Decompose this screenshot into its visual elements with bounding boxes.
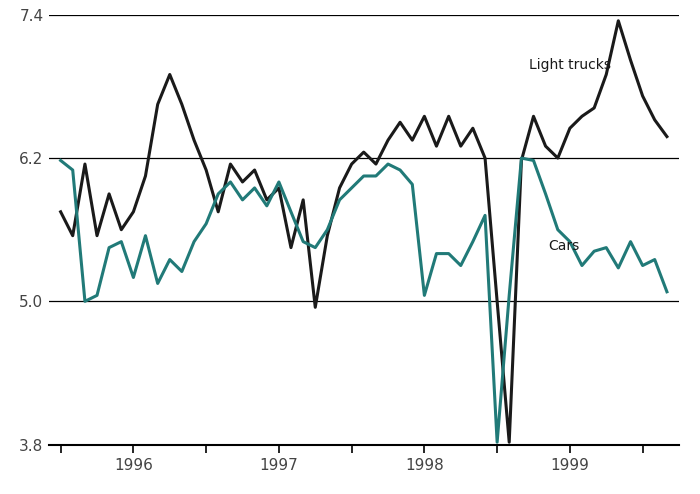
Text: Light trucks: Light trucks	[529, 58, 611, 72]
Text: Cars: Cars	[548, 239, 580, 253]
